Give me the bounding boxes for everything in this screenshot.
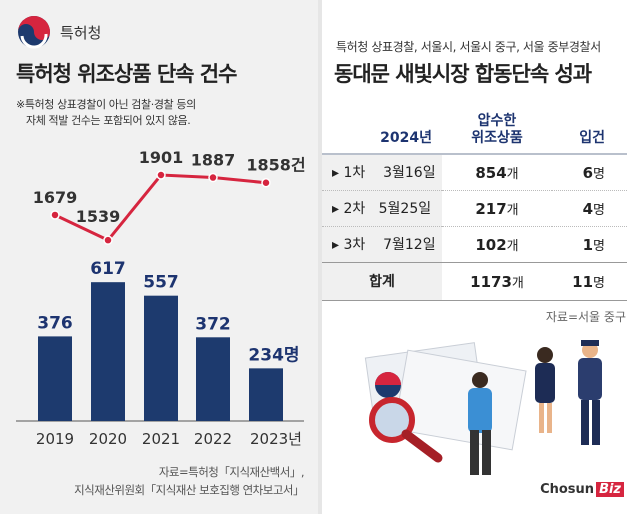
items: 854 bbox=[475, 163, 507, 182]
line-value-label: 1858건 bbox=[246, 156, 305, 175]
bar-value-label: 617 bbox=[90, 259, 126, 279]
line-value-label: 1539 bbox=[76, 207, 121, 226]
round: 3차 bbox=[343, 237, 366, 253]
round-cell: ▸ 3차 7월12일 bbox=[322, 225, 442, 262]
people-cell: 6명 bbox=[552, 153, 627, 190]
inspection-illustration bbox=[364, 340, 602, 475]
line-point-2022 bbox=[208, 172, 218, 183]
line-point-2023 bbox=[261, 177, 271, 188]
x-tick-label: 2020 bbox=[89, 430, 127, 448]
round: 1차 bbox=[343, 165, 366, 182]
table-row: ▸ 1차 3월16일 854개 6명 bbox=[322, 153, 627, 190]
x-tick-label: 2023년 bbox=[250, 430, 302, 448]
items-cell: 102개 bbox=[442, 225, 552, 262]
source-line-2: 지식재산위원회「지식재산 보호집행 연차보고서」 bbox=[74, 483, 304, 497]
header-items-line1: 압수한 bbox=[477, 113, 517, 129]
unit: 개 bbox=[506, 166, 519, 182]
note-line-1: ※특허청 상표경찰이 아닌 검찰·경찰 등의 bbox=[16, 98, 196, 111]
header-items: 압수한 위조상품 bbox=[442, 104, 552, 154]
government-emblem-icon bbox=[18, 16, 50, 49]
unit: 명 bbox=[593, 166, 605, 182]
bar-2021 bbox=[144, 295, 178, 421]
line-value-label: 1901 bbox=[139, 148, 184, 167]
bar-value-label: 557 bbox=[143, 273, 179, 293]
x-tick-label: 2022 bbox=[194, 430, 232, 448]
date: 7월12일 bbox=[383, 237, 436, 253]
unit: 명 bbox=[593, 275, 605, 291]
total-label: 합계 bbox=[322, 261, 442, 301]
left-panel: 특허청 특허청 위조상품 단속 건수 ※특허청 상표경찰이 아닌 검찰·경찰 등… bbox=[0, 0, 318, 514]
items: 102 bbox=[475, 235, 507, 254]
total-items: 1173 bbox=[470, 272, 512, 291]
total-row: 합계 1173개 11명 bbox=[322, 261, 627, 301]
table-row: ▸ 2차 5월25일 217개 4명 bbox=[322, 189, 627, 226]
x-tick-label: 2021 bbox=[142, 430, 180, 448]
people: 1 bbox=[582, 235, 594, 254]
table-source: 자료=서울 중구 bbox=[545, 310, 626, 324]
items-cell: 854개 bbox=[442, 153, 552, 190]
table-subtitle: 특허청 상표경찰, 서울시, 서울시 중구, 서울 중부경찰서 bbox=[336, 40, 601, 54]
bar-2023 bbox=[249, 368, 283, 421]
total-people: 11 bbox=[572, 272, 594, 291]
round-cell: ▸ 2차 5월25일 bbox=[322, 189, 442, 226]
note-line-2: 자체 적발 건수는 포함되어 있지 않음. bbox=[26, 114, 191, 127]
date: 5월25일 bbox=[378, 201, 432, 217]
total-items-cell: 1173개 bbox=[442, 261, 552, 301]
date: 3월16일 bbox=[383, 165, 436, 182]
unit: 명 bbox=[593, 238, 605, 254]
bar-value-label: 234명 bbox=[248, 345, 299, 365]
unit: 개 bbox=[506, 202, 519, 218]
x-tick-label: 2019 bbox=[36, 430, 74, 448]
combo-chart: 376 2019 617 2020 557 2021 372 2022 234명 2023년 167… bbox=[16, 148, 306, 448]
right-panel: 특허청 상표경찰, 서울시, 서울시 중구, 서울 중부경찰서 동대문 새빛시장… bbox=[322, 0, 640, 514]
crackdown-table: 2024년 압수한 위조상품 입건 ▸ 1차 3월16일 854개 6명 ▸ 2차… bbox=[322, 104, 627, 301]
people-cell: 1명 bbox=[552, 225, 627, 262]
table-header: 2024년 압수한 위조상품 입건 bbox=[322, 104, 627, 154]
chosunbiz-logo: Chosun Biz bbox=[540, 482, 624, 497]
line-point-2021 bbox=[156, 170, 166, 180]
line-point-2020 bbox=[103, 235, 113, 245]
people: 4 bbox=[582, 199, 594, 218]
round: 2차 bbox=[343, 201, 366, 217]
line-value-label: 1887 bbox=[191, 151, 236, 170]
people: 6 bbox=[582, 163, 594, 182]
table-row: ▸ 3차 7월12일 102개 1명 bbox=[322, 225, 627, 262]
line-value-label: 1679 bbox=[33, 188, 78, 207]
round-cell: ▸ 1차 3월16일 bbox=[322, 153, 442, 190]
header-year: 2024년 bbox=[380, 130, 432, 146]
source-line-1: 자료=특허청「지식재산백서」, bbox=[158, 465, 305, 479]
bar-2022 bbox=[196, 337, 230, 421]
unit: 명 bbox=[593, 202, 605, 218]
unit: 개 bbox=[511, 275, 524, 291]
logo-text: Chosun bbox=[540, 482, 595, 497]
people-cell: 4명 bbox=[552, 189, 627, 226]
org-name: 특허청 bbox=[60, 24, 102, 42]
items-cell: 217개 bbox=[442, 189, 552, 226]
bar-2020 bbox=[91, 282, 125, 421]
bar-value-label: 372 bbox=[195, 314, 231, 334]
items: 217 bbox=[475, 199, 507, 218]
chart-title: 특허청 위조상품 단속 건수 bbox=[16, 62, 237, 86]
bar-2019 bbox=[38, 336, 72, 421]
total-people-cell: 11명 bbox=[552, 261, 627, 301]
logo-badge: Biz bbox=[596, 482, 624, 497]
line-point-2019 bbox=[50, 210, 60, 220]
bar-value-label: 376 bbox=[37, 313, 73, 333]
panel-divider bbox=[318, 0, 322, 514]
unit: 개 bbox=[506, 238, 519, 254]
header-people: 입건 bbox=[579, 130, 605, 146]
table-title: 동대문 새빛시장 합동단속 성과 bbox=[334, 62, 592, 86]
header-items-line2: 위조상품 bbox=[471, 130, 523, 146]
